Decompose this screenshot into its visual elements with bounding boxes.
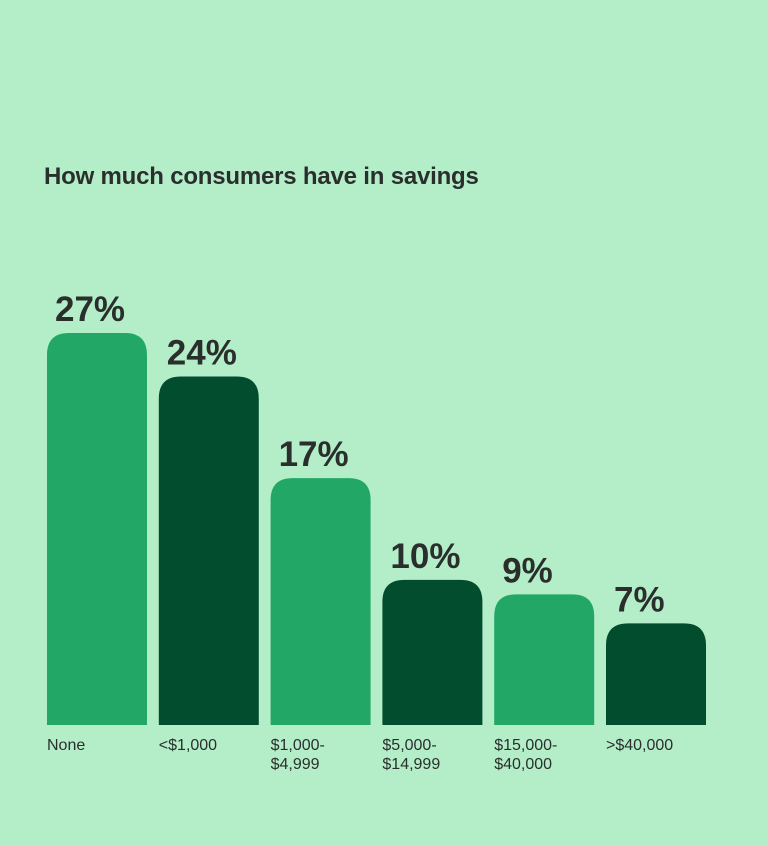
tick-label-5: >$40,000	[606, 737, 673, 754]
tick-label-2: $1,000-$4,999	[271, 737, 325, 773]
bar-0	[47, 333, 147, 725]
tick-label-4: $15,000-$40,000	[494, 737, 557, 773]
data-label-3: 10%	[390, 537, 460, 576]
tick-label-0: None	[47, 737, 85, 754]
tick-label-1: <$1,000	[159, 737, 217, 754]
tick-label-3: $5,000-$14,999	[382, 737, 440, 773]
data-label-2: 17%	[279, 435, 349, 474]
chart-title: How much consumers have in savings	[44, 163, 479, 190]
bar-5	[606, 623, 706, 725]
bar-2	[270, 478, 371, 725]
data-label-5: 7%	[614, 580, 665, 619]
bar-1	[158, 376, 259, 725]
bar-3	[382, 579, 483, 725]
data-label-4: 9%	[502, 551, 553, 590]
data-label-0: 27%	[55, 290, 125, 329]
bar-4	[494, 594, 595, 725]
data-label-1: 24%	[167, 334, 237, 373]
